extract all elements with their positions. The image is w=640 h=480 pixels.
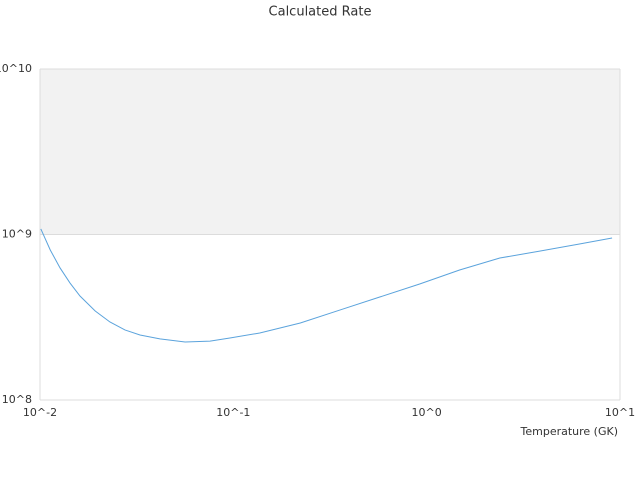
x-tick-label: 10^-2 [23,406,57,419]
x-tick-label: 10^0 [412,406,442,419]
y-tick-label: 10^10 [0,62,32,75]
y-tick-label: 10^8 [2,393,32,406]
plot-band [40,69,620,235]
y-tick-label: 10^9 [2,228,32,241]
x-axis-label: Temperature (GK) [520,425,619,438]
x-tick-label: 10^1 [605,406,635,419]
chart-title: Calculated Rate [269,5,372,20]
x-tick-label: 10^-1 [216,406,250,419]
data-line [40,228,613,343]
